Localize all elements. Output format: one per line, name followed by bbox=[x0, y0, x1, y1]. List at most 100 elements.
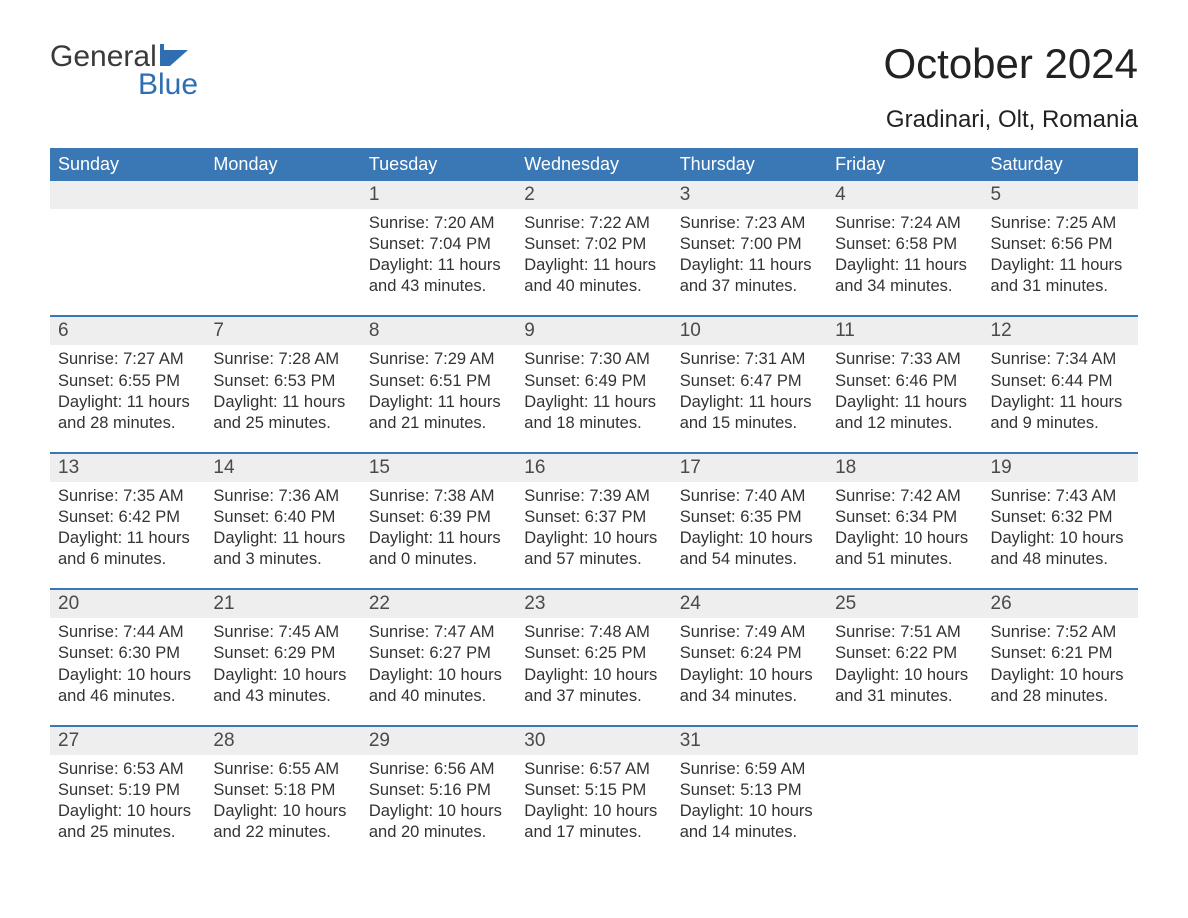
calendar: Sunday Monday Tuesday Wednesday Thursday… bbox=[50, 148, 1138, 861]
sunrise-text: Sunrise: 6:57 AM bbox=[524, 759, 663, 780]
daylight-text: Daylight: 11 hours and 12 minutes. bbox=[835, 392, 974, 434]
sunrise-text: Sunrise: 7:30 AM bbox=[524, 349, 663, 370]
detail-row: Sunrise: 6:53 AMSunset: 5:19 PMDaylight:… bbox=[50, 755, 1138, 861]
sunset-text: Sunset: 6:58 PM bbox=[835, 234, 974, 255]
week: 20212223242526Sunrise: 7:44 AMSunset: 6:… bbox=[50, 588, 1138, 724]
daylight-text: Daylight: 10 hours and 17 minutes. bbox=[524, 801, 663, 843]
day-number: 6 bbox=[50, 317, 205, 345]
daynum-row: 13141516171819 bbox=[50, 454, 1138, 482]
day-number: 10 bbox=[672, 317, 827, 345]
sunrise-text: Sunrise: 7:33 AM bbox=[835, 349, 974, 370]
sunset-text: Sunset: 7:00 PM bbox=[680, 234, 819, 255]
day-detail: Sunrise: 6:53 AMSunset: 5:19 PMDaylight:… bbox=[50, 755, 205, 861]
sunset-text: Sunset: 6:24 PM bbox=[680, 643, 819, 664]
logo-text-blue: Blue bbox=[138, 68, 198, 102]
sunset-text: Sunset: 5:13 PM bbox=[680, 780, 819, 801]
daylight-text: Daylight: 10 hours and 43 minutes. bbox=[213, 665, 352, 707]
daylight-text: Daylight: 10 hours and 46 minutes. bbox=[58, 665, 197, 707]
day-detail: Sunrise: 7:25 AMSunset: 6:56 PMDaylight:… bbox=[983, 209, 1138, 315]
day-detail: Sunrise: 7:33 AMSunset: 6:46 PMDaylight:… bbox=[827, 345, 982, 451]
day-number bbox=[205, 181, 360, 209]
sunrise-text: Sunrise: 7:20 AM bbox=[369, 213, 508, 234]
day-number: 13 bbox=[50, 454, 205, 482]
day-number bbox=[827, 727, 982, 755]
sunrise-text: Sunrise: 7:39 AM bbox=[524, 486, 663, 507]
daylight-text: Daylight: 11 hours and 18 minutes. bbox=[524, 392, 663, 434]
day-header-monday: Monday bbox=[205, 148, 360, 181]
day-number: 14 bbox=[205, 454, 360, 482]
header: General Blue October 2024 Gradinari, Olt… bbox=[50, 40, 1138, 134]
title-block: October 2024 Gradinari, Olt, Romania bbox=[883, 40, 1138, 134]
day-number: 7 bbox=[205, 317, 360, 345]
sunrise-text: Sunrise: 7:25 AM bbox=[991, 213, 1130, 234]
sunrise-text: Sunrise: 7:29 AM bbox=[369, 349, 508, 370]
day-number: 20 bbox=[50, 590, 205, 618]
location: Gradinari, Olt, Romania bbox=[883, 106, 1138, 134]
day-number: 17 bbox=[672, 454, 827, 482]
daylight-text: Daylight: 11 hours and 25 minutes. bbox=[213, 392, 352, 434]
daynum-row: 20212223242526 bbox=[50, 590, 1138, 618]
sunset-text: Sunset: 6:22 PM bbox=[835, 643, 974, 664]
sunrise-text: Sunrise: 7:31 AM bbox=[680, 349, 819, 370]
daylight-text: Daylight: 11 hours and 9 minutes. bbox=[991, 392, 1130, 434]
day-detail bbox=[827, 755, 982, 861]
logo: General Blue bbox=[50, 40, 198, 102]
day-detail: Sunrise: 7:20 AMSunset: 7:04 PMDaylight:… bbox=[361, 209, 516, 315]
daynum-row: 12345 bbox=[50, 181, 1138, 209]
sunrise-text: Sunrise: 7:24 AM bbox=[835, 213, 974, 234]
sunrise-text: Sunrise: 7:27 AM bbox=[58, 349, 197, 370]
sunrise-text: Sunrise: 7:44 AM bbox=[58, 622, 197, 643]
daylight-text: Daylight: 10 hours and 54 minutes. bbox=[680, 528, 819, 570]
day-header-tuesday: Tuesday bbox=[361, 148, 516, 181]
sunrise-text: Sunrise: 7:23 AM bbox=[680, 213, 819, 234]
sunset-text: Sunset: 5:19 PM bbox=[58, 780, 197, 801]
day-detail: Sunrise: 7:49 AMSunset: 6:24 PMDaylight:… bbox=[672, 618, 827, 724]
day-detail: Sunrise: 7:38 AMSunset: 6:39 PMDaylight:… bbox=[361, 482, 516, 588]
sunset-text: Sunset: 6:46 PM bbox=[835, 371, 974, 392]
day-header-friday: Friday bbox=[827, 148, 982, 181]
day-detail: Sunrise: 7:22 AMSunset: 7:02 PMDaylight:… bbox=[516, 209, 671, 315]
daylight-text: Daylight: 10 hours and 28 minutes. bbox=[991, 665, 1130, 707]
sunset-text: Sunset: 6:35 PM bbox=[680, 507, 819, 528]
sunrise-text: Sunrise: 7:22 AM bbox=[524, 213, 663, 234]
day-detail: Sunrise: 7:29 AMSunset: 6:51 PMDaylight:… bbox=[361, 345, 516, 451]
daynum-row: 2728293031 bbox=[50, 727, 1138, 755]
sunset-text: Sunset: 5:15 PM bbox=[524, 780, 663, 801]
day-header-saturday: Saturday bbox=[983, 148, 1138, 181]
sunset-text: Sunset: 6:55 PM bbox=[58, 371, 197, 392]
day-detail: Sunrise: 7:39 AMSunset: 6:37 PMDaylight:… bbox=[516, 482, 671, 588]
daylight-text: Daylight: 11 hours and 40 minutes. bbox=[524, 255, 663, 297]
daylight-text: Daylight: 10 hours and 48 minutes. bbox=[991, 528, 1130, 570]
day-number: 5 bbox=[983, 181, 1138, 209]
sunset-text: Sunset: 6:56 PM bbox=[991, 234, 1130, 255]
sunrise-text: Sunrise: 7:42 AM bbox=[835, 486, 974, 507]
day-number bbox=[983, 727, 1138, 755]
daylight-text: Daylight: 10 hours and 34 minutes. bbox=[680, 665, 819, 707]
day-detail: Sunrise: 6:59 AMSunset: 5:13 PMDaylight:… bbox=[672, 755, 827, 861]
sunset-text: Sunset: 7:02 PM bbox=[524, 234, 663, 255]
sunset-text: Sunset: 6:39 PM bbox=[369, 507, 508, 528]
day-number: 4 bbox=[827, 181, 982, 209]
day-detail: Sunrise: 7:31 AMSunset: 6:47 PMDaylight:… bbox=[672, 345, 827, 451]
day-number: 12 bbox=[983, 317, 1138, 345]
sunrise-text: Sunrise: 6:59 AM bbox=[680, 759, 819, 780]
daylight-text: Daylight: 10 hours and 51 minutes. bbox=[835, 528, 974, 570]
day-number: 9 bbox=[516, 317, 671, 345]
day-number: 23 bbox=[516, 590, 671, 618]
day-detail: Sunrise: 7:48 AMSunset: 6:25 PMDaylight:… bbox=[516, 618, 671, 724]
sunset-text: Sunset: 7:04 PM bbox=[369, 234, 508, 255]
day-detail: Sunrise: 7:23 AMSunset: 7:00 PMDaylight:… bbox=[672, 209, 827, 315]
day-number: 25 bbox=[827, 590, 982, 618]
daylight-text: Daylight: 10 hours and 25 minutes. bbox=[58, 801, 197, 843]
sunrise-text: Sunrise: 7:48 AM bbox=[524, 622, 663, 643]
detail-row: Sunrise: 7:44 AMSunset: 6:30 PMDaylight:… bbox=[50, 618, 1138, 724]
day-detail: Sunrise: 6:55 AMSunset: 5:18 PMDaylight:… bbox=[205, 755, 360, 861]
day-number: 26 bbox=[983, 590, 1138, 618]
sunset-text: Sunset: 6:30 PM bbox=[58, 643, 197, 664]
sunrise-text: Sunrise: 7:35 AM bbox=[58, 486, 197, 507]
sunset-text: Sunset: 6:53 PM bbox=[213, 371, 352, 392]
sunrise-text: Sunrise: 7:40 AM bbox=[680, 486, 819, 507]
day-detail bbox=[50, 209, 205, 315]
day-detail: Sunrise: 7:52 AMSunset: 6:21 PMDaylight:… bbox=[983, 618, 1138, 724]
sunrise-text: Sunrise: 7:43 AM bbox=[991, 486, 1130, 507]
